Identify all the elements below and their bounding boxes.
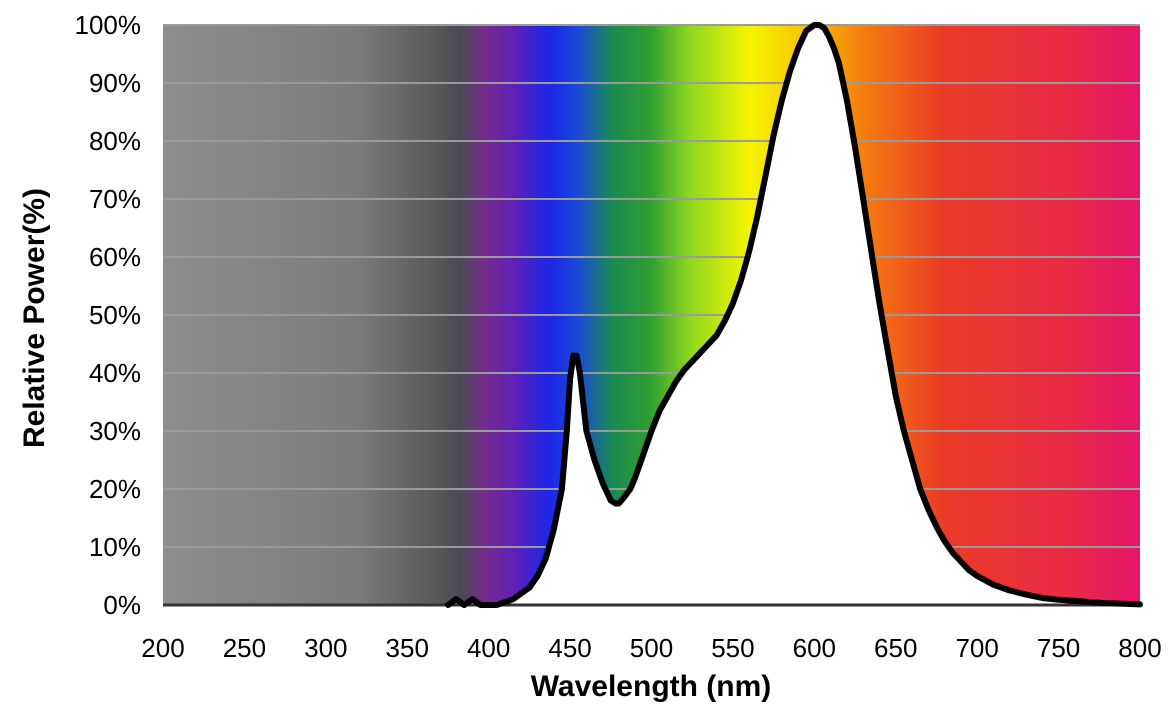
y-tick-labels: 0% 10% 20% 30% 40% 50% 60% 70% 80% 90% 100% bbox=[75, 10, 142, 620]
x-tick-label: 700 bbox=[955, 633, 998, 663]
y-tick-label: 80% bbox=[89, 126, 141, 156]
x-tick-label: 450 bbox=[548, 633, 591, 663]
series-line bbox=[445, 22, 1143, 608]
x-tick-labels: 200 250 300 350 400 450 500 550 600 650 700 750 800 bbox=[141, 633, 1161, 663]
x-tick-label: 500 bbox=[630, 633, 673, 663]
x-tick-label: 800 bbox=[1118, 633, 1161, 663]
y-tick-label: 10% bbox=[89, 532, 141, 562]
y-tick-label: 30% bbox=[89, 416, 141, 446]
y-tick-label: 20% bbox=[89, 474, 141, 504]
y-tick-label: 100% bbox=[75, 10, 142, 40]
x-tick-label: 250 bbox=[223, 633, 266, 663]
x-tick-label: 400 bbox=[467, 633, 510, 663]
curve-fill bbox=[448, 25, 1140, 605]
x-axis-label: Wavelength (nm) bbox=[531, 670, 772, 703]
x-tick-label: 750 bbox=[1037, 633, 1080, 663]
y-tick-label: 50% bbox=[89, 300, 141, 330]
y-axis-label: Relative Power(%) bbox=[18, 188, 51, 448]
y-tick-label: 0% bbox=[103, 590, 141, 620]
x-tick-label: 300 bbox=[304, 633, 347, 663]
x-tick-label: 350 bbox=[386, 633, 429, 663]
y-tick-label: 40% bbox=[89, 358, 141, 388]
y-tick-label: 90% bbox=[89, 68, 141, 98]
x-tick-label: 600 bbox=[793, 633, 836, 663]
y-tick-label: 60% bbox=[89, 242, 141, 272]
x-tick-label: 650 bbox=[874, 633, 917, 663]
x-tick-label: 200 bbox=[141, 633, 184, 663]
y-tick-label: 70% bbox=[89, 184, 141, 214]
x-tick-label: 550 bbox=[711, 633, 754, 663]
